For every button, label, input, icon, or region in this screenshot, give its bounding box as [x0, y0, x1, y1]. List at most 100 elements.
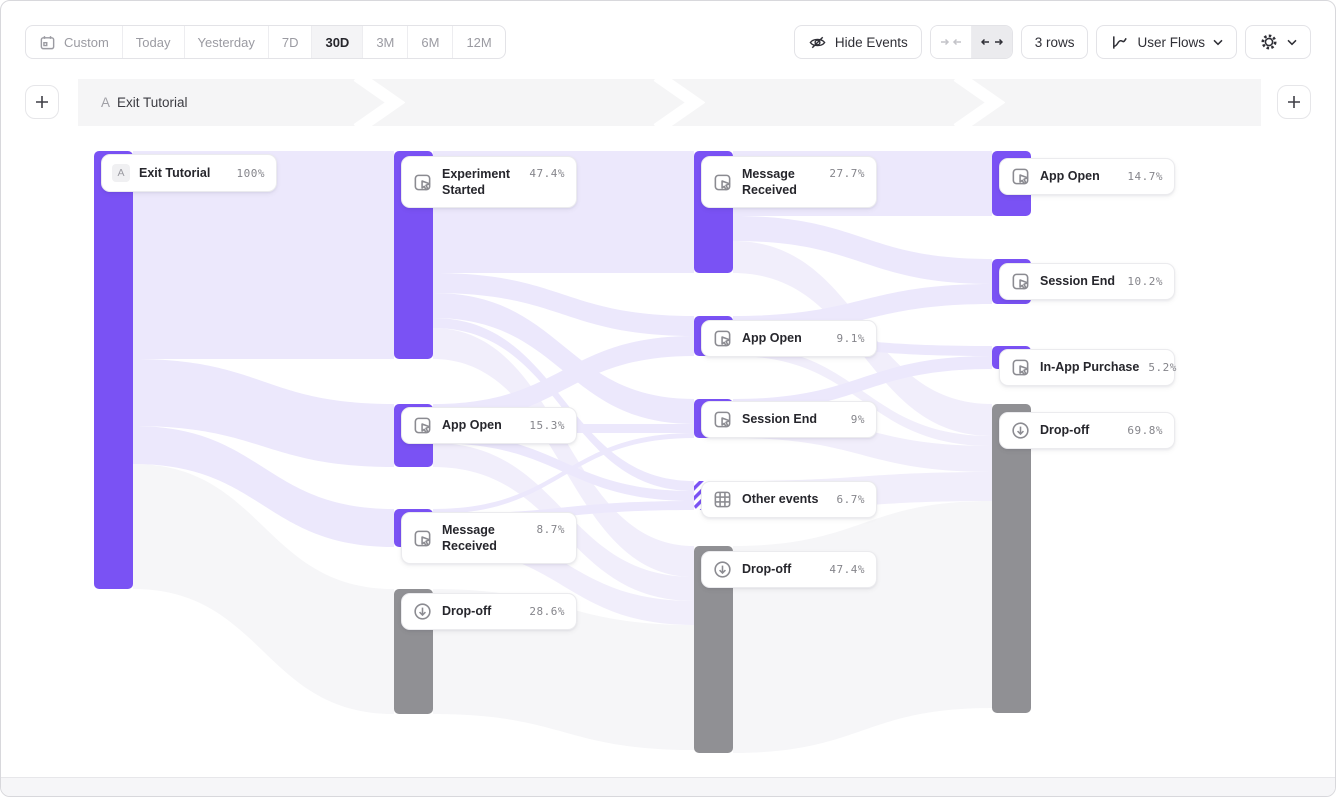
node-value: 8.7% — [536, 523, 565, 536]
flow-link-experiment-started--session-end-3 — [433, 293, 694, 424]
toolbar: Custom Today Yesterday 7D 30D 3M 6M 12M … — [25, 25, 1311, 59]
flow-node-app-open-2[interactable]: App Open 15.3% — [401, 407, 577, 444]
other-events-icon — [712, 489, 733, 510]
node-value: 47.4% — [529, 167, 565, 180]
flow-node-drop-off-3[interactable]: Drop-off 47.4% — [701, 551, 877, 588]
flow-link-exit-tutorial--experiment-started — [133, 151, 394, 359]
flow-node-session-end-3[interactable]: Session End 9% — [701, 401, 877, 438]
flow-node-message-received-2[interactable]: Message Received 8.7% — [401, 512, 577, 564]
chevron-down-icon — [1287, 39, 1297, 46]
node-value: 47.4% — [829, 563, 865, 576]
node-label: App Open — [1040, 169, 1100, 184]
flow-link-experiment-started--app-open-3 — [433, 273, 694, 336]
flow-link-app-open-2--other-events-3 — [433, 433, 694, 501]
view-selector[interactable]: User Flows — [1096, 25, 1237, 59]
settings-button[interactable] — [1245, 25, 1311, 59]
event-icon — [712, 328, 733, 349]
series-label: A Exit Tutorial — [78, 95, 188, 110]
rows-button[interactable]: 3 rows — [1020, 25, 1089, 59]
flow-node-app-open-4[interactable]: App Open 14.7% — [999, 158, 1175, 195]
node-value: 100% — [236, 166, 265, 180]
flow-node-experiment-started[interactable]: Experiment Started 47.4% — [401, 156, 577, 208]
node-value: 28.6% — [529, 605, 565, 618]
event-icon — [712, 172, 733, 193]
flow-node-drop-off-2[interactable]: Drop-off 28.6% — [401, 593, 577, 630]
node-value: 5.2% — [1148, 361, 1177, 374]
expand-columns-button[interactable] — [970, 26, 1012, 58]
event-icon — [412, 415, 433, 436]
flow-link-session-end-3--in-app-purchase-4 — [733, 356, 992, 412]
rows-label: 3 rows — [1034, 34, 1075, 50]
node-label: Session End — [742, 412, 818, 427]
flow-link-experiment-started--other-events-3 — [433, 318, 694, 491]
node-value: 15.3% — [529, 419, 565, 432]
flow-node-in-app-purchase-4[interactable]: In-App Purchase 5.2% — [999, 349, 1177, 386]
date-range-custom[interactable]: Custom — [26, 26, 123, 58]
hide-events-label: Hide Events — [834, 34, 908, 50]
node-label: In-App Purchase — [1040, 360, 1140, 375]
series-title: Exit Tutorial — [117, 95, 188, 110]
node-value: 9% — [850, 413, 865, 426]
step-chevron-icon — [953, 79, 1005, 126]
date-range-7d[interactable]: 7D — [269, 26, 313, 58]
flow-node-exit-tutorial[interactable]: A Exit Tutorial 100% — [101, 154, 277, 192]
flow-node-message-received-3[interactable]: Message Received 27.7% — [701, 156, 877, 208]
collapse-columns-button[interactable] — [930, 26, 971, 58]
node-label: Message Received — [742, 166, 797, 197]
node-value: 14.7% — [1127, 170, 1163, 183]
node-label: Experiment Started — [442, 166, 511, 197]
flow-link-exit-tutorial--message-received-2 — [133, 426, 394, 547]
date-range-yesterday[interactable]: Yesterday — [185, 26, 269, 58]
flow-link-experiment-started--drop-off-3 — [433, 328, 694, 577]
date-range-30d[interactable]: 30D — [312, 26, 364, 58]
flow-node-session-end-4[interactable]: Session End 10.2% — [999, 263, 1175, 300]
flow-link-message-received-2--session-end-3 — [433, 433, 694, 514]
flow-link-app-open-2--app-open-3 — [433, 336, 694, 424]
flow-bar-exit-tutorial[interactable] — [94, 151, 133, 589]
node-label: Exit Tutorial — [139, 165, 211, 180]
date-range-label: Custom — [64, 34, 109, 50]
event-icon — [412, 528, 433, 549]
flow-link-app-open-3--drop-off-4 — [733, 346, 992, 446]
step-chevron-icon — [653, 79, 705, 126]
flow-node-app-open-3[interactable]: App Open 9.1% — [701, 320, 877, 357]
flow-link-message-received-3--session-end-4 — [733, 216, 992, 284]
node-label: Other events — [742, 492, 819, 507]
node-label: Session End — [1040, 274, 1116, 289]
date-range-3m[interactable]: 3M — [363, 26, 409, 58]
event-icon — [1010, 166, 1031, 187]
view-selector-label: User Flows — [1137, 34, 1205, 50]
hide-events-button[interactable]: Hide Events — [793, 25, 922, 59]
flow-node-other-events-3[interactable]: Other events 6.7% — [701, 481, 877, 518]
flow-bar-drop-off-4[interactable] — [992, 404, 1031, 713]
date-range-6m[interactable]: 6M — [408, 26, 454, 58]
add-step-right-button[interactable] — [1277, 85, 1311, 119]
add-step-left-button[interactable] — [25, 85, 59, 119]
event-icon — [1010, 357, 1031, 378]
node-label: App Open — [442, 418, 502, 433]
chevron-down-icon — [1213, 39, 1223, 46]
flow-link-exit-tutorial--drop-off-2 — [133, 464, 394, 714]
date-range-12m[interactable]: 12M — [466, 34, 492, 50]
plus-icon — [1287, 95, 1301, 109]
date-range-today[interactable]: Today — [123, 26, 185, 58]
node-value: 69.8% — [1127, 424, 1163, 437]
drop-off-icon — [712, 559, 733, 580]
flow-series-header[interactable]: A Exit Tutorial — [78, 79, 1261, 126]
drop-off-icon — [1010, 420, 1031, 441]
drop-off-icon — [412, 601, 433, 622]
event-icon — [1010, 271, 1031, 292]
flow-bar-drop-off-3[interactable] — [694, 546, 733, 753]
gear-icon — [1259, 32, 1279, 52]
expand-arrows-icon — [980, 35, 1003, 49]
node-label: Drop-off — [742, 562, 792, 577]
node-value: 27.7% — [829, 167, 865, 180]
node-value: 10.2% — [1127, 275, 1163, 288]
toolbar-right: Hide Events — [793, 25, 1311, 59]
flow-node-drop-off-4[interactable]: Drop-off 69.8% — [999, 412, 1175, 449]
date-range-control: Custom Today Yesterday 7D 30D 3M 6M 12M — [25, 25, 506, 59]
node-value: 9.1% — [836, 332, 865, 345]
